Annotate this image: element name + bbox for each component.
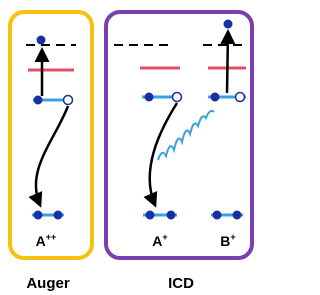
electron <box>54 211 63 220</box>
electron <box>37 36 46 45</box>
electron <box>167 211 176 220</box>
hole <box>173 93 182 102</box>
diagram: A++ Auger A+ B+ ICD <box>0 0 256 295</box>
arrow <box>227 32 228 93</box>
electron <box>213 211 222 220</box>
virtual-photon <box>158 111 214 160</box>
electron <box>224 20 233 29</box>
atom-label: B+ <box>220 232 235 249</box>
panel-caption: Auger <box>26 275 70 292</box>
electron <box>145 93 154 102</box>
electron <box>146 211 155 220</box>
arrow <box>36 106 68 205</box>
hole <box>64 96 73 105</box>
panel-caption: ICD <box>168 275 194 292</box>
electron <box>211 93 220 102</box>
hole <box>236 93 245 102</box>
atom-label: A++ <box>36 232 57 249</box>
icd-box <box>106 12 252 258</box>
electron <box>34 96 43 105</box>
electron <box>34 211 43 220</box>
electron <box>233 211 242 220</box>
auger-box <box>10 12 92 258</box>
atom-label: A+ <box>152 232 167 249</box>
